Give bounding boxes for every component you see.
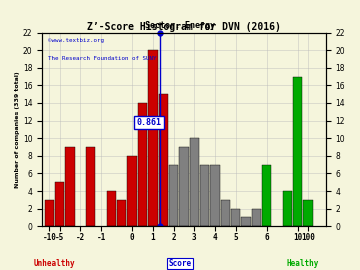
Y-axis label: Number of companies (339 total): Number of companies (339 total) <box>15 71 20 188</box>
Bar <box>86 147 95 226</box>
Bar <box>138 103 147 226</box>
Text: Sector: Energy: Sector: Energy <box>145 21 215 30</box>
Bar <box>303 200 313 226</box>
Bar <box>158 94 168 226</box>
Bar <box>127 156 137 226</box>
Bar <box>55 182 64 226</box>
Bar <box>45 200 54 226</box>
Bar <box>179 147 189 226</box>
Bar <box>241 217 251 226</box>
Bar <box>293 77 302 226</box>
Bar <box>169 165 178 226</box>
Bar <box>283 191 292 226</box>
Text: Score: Score <box>168 259 192 268</box>
Bar <box>231 209 240 226</box>
Text: Healthy: Healthy <box>286 259 319 268</box>
Bar <box>117 200 126 226</box>
Bar <box>210 165 220 226</box>
Title: Z’-Score Histogram for DVN (2016): Z’-Score Histogram for DVN (2016) <box>87 22 281 32</box>
Bar <box>221 200 230 226</box>
Bar <box>190 138 199 226</box>
Bar <box>148 50 158 226</box>
Bar <box>200 165 209 226</box>
Bar <box>66 147 75 226</box>
Bar <box>252 209 261 226</box>
Bar <box>262 165 271 226</box>
Text: 0.861: 0.861 <box>136 118 162 127</box>
Bar <box>107 191 116 226</box>
Text: ©www.textbiz.org: ©www.textbiz.org <box>48 38 104 43</box>
Text: Unhealthy: Unhealthy <box>33 259 75 268</box>
Text: The Research Foundation of SUNY: The Research Foundation of SUNY <box>48 56 156 61</box>
